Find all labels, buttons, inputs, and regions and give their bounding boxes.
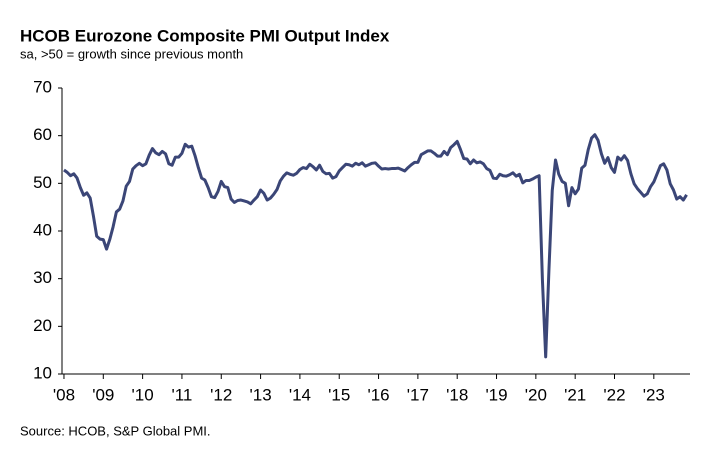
- chart-title: HCOB Eurozone Composite PMI Output Index: [20, 26, 390, 45]
- x-tick-label: '19: [485, 385, 507, 404]
- x-tick-label: '15: [328, 385, 350, 404]
- x-tick-label: '11: [171, 385, 192, 404]
- x-tick-label: '09: [92, 385, 114, 404]
- y-tick-label: 60: [33, 125, 52, 144]
- x-tick-label: '20: [525, 385, 547, 404]
- source: Source: HCOB, S&P Global PMI.: [20, 423, 211, 438]
- y-tick-label: 50: [33, 173, 52, 192]
- x-tick-label: '10: [132, 385, 154, 404]
- y-tick-label: 10: [33, 363, 52, 382]
- y-tick-label: 40: [33, 220, 52, 239]
- y-tick-label: 30: [33, 268, 52, 287]
- chart-subtitle: sa, >50 = growth since previous month: [20, 46, 243, 61]
- x-tick-label: '12: [210, 385, 232, 404]
- x-tick-label: '08: [53, 385, 75, 404]
- x-tick-label: '16: [367, 385, 389, 404]
- x-tick-label: '18: [446, 385, 468, 404]
- x-tick-label: '14: [289, 385, 311, 404]
- y-tick-label: 70: [33, 77, 52, 96]
- y-tick-label: 20: [33, 316, 52, 335]
- x-tick-label: '22: [603, 385, 625, 404]
- data-line: [63, 133, 688, 359]
- x-tick-label: '13: [250, 385, 272, 404]
- x-tick-label: '21: [564, 385, 586, 404]
- x-tick-label: '23: [643, 385, 665, 404]
- x-tick-label: '17: [407, 385, 429, 404]
